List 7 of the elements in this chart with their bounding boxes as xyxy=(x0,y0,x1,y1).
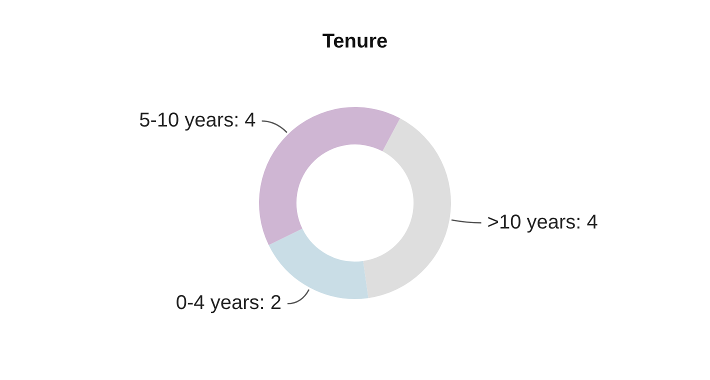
chart-title: Tenure xyxy=(322,30,388,53)
slice-label: >10 years xyxy=(487,211,576,234)
data-label: : 2 xyxy=(259,292,282,314)
slice-label: 5-10 years xyxy=(139,110,234,132)
data-label: : 4 xyxy=(234,110,256,132)
data-label: : 4 xyxy=(576,211,598,234)
slice-label: 0-4 years xyxy=(176,292,260,314)
